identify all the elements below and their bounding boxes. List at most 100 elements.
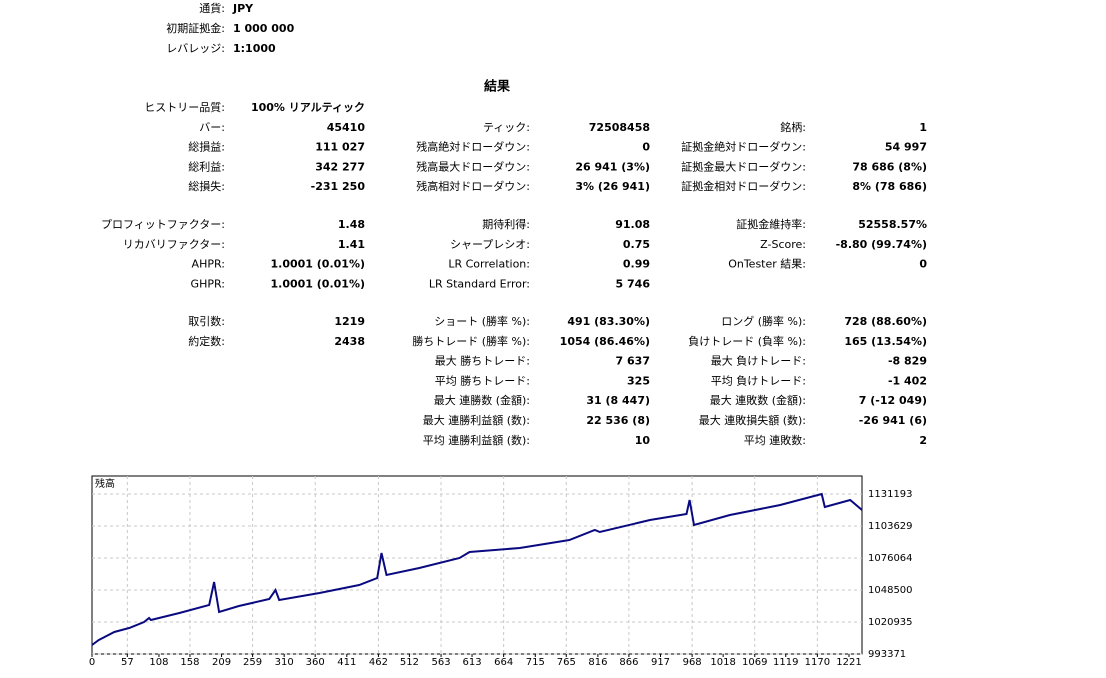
stat-label: シャープレシオ: — [450, 238, 530, 251]
stat-label: 証拠金絶対ドローダウン: — [681, 140, 806, 154]
stat-label: ティック: — [483, 121, 530, 134]
x-tick-label: 209 — [212, 657, 231, 668]
stat-value: 100% リアルティック — [251, 101, 365, 114]
stat-value: 1.0001 (0.01%) — [271, 277, 366, 290]
stat-label: OnTester 結果: — [728, 257, 806, 271]
x-tick-label: 108 — [149, 657, 168, 668]
x-tick-label: 1170 — [805, 657, 830, 668]
chart-title: 残高 — [95, 477, 115, 490]
stat-value: 0.75 — [623, 238, 650, 251]
stat-value: 54 997 — [885, 141, 927, 154]
results-title: 結果 — [484, 79, 510, 95]
x-tick-label: 1221 — [836, 657, 861, 668]
x-tick-label: 1069 — [742, 657, 767, 668]
chart-frame — [91, 475, 863, 655]
stat-value: 72508458 — [589, 121, 650, 134]
stat-value: 7 637 — [616, 355, 650, 368]
x-tick-label: 310 — [275, 657, 294, 668]
stat-value: 325 — [627, 374, 650, 387]
stat-value: 728 (88.60%) — [844, 315, 927, 328]
field-label: レバレッジ: — [166, 42, 225, 55]
x-tick-label: 866 — [619, 657, 638, 668]
stat-label: リカバリファクター: — [123, 238, 225, 251]
stat-value: 78 686 (8%) — [852, 160, 927, 173]
stat-label: 証拠金維持率: — [736, 217, 806, 231]
stat-value: 0 — [642, 141, 650, 154]
stat-label: 残高絶対ドローダウン: — [416, 140, 530, 154]
y-tick-label: 1131193 — [868, 489, 913, 500]
stat-label: 総損失: — [188, 179, 225, 193]
y-tick-label: 1103629 — [868, 521, 913, 532]
stat-label: 平均 連勝利益額 (数): — [423, 433, 530, 447]
x-tick-label: 1018 — [710, 657, 735, 668]
stat-label: 最大 連敗数 (金額): — [710, 393, 806, 407]
y-tick-label: 1076064 — [868, 553, 913, 564]
stat-label: 取引数: — [188, 314, 225, 328]
stat-value: -8 829 — [888, 355, 927, 368]
stat-value: 342 277 — [315, 160, 365, 173]
stat-label: 最大 勝ちトレード: — [435, 354, 530, 368]
stat-label: 勝ちトレード (勝率 %): — [412, 334, 530, 348]
stat-value: 1.48 — [338, 218, 365, 231]
x-tick-label: 968 — [683, 657, 702, 668]
field-value: 1 000 000 — [233, 22, 295, 35]
x-tick-label: 917 — [651, 657, 670, 668]
stat-value: 0.99 — [623, 258, 650, 271]
x-tick-label: 259 — [243, 657, 262, 668]
x-tick-label: 715 — [526, 657, 545, 668]
stat-value: 10 — [635, 434, 651, 447]
stat-label: プロフィットファクター: — [101, 218, 225, 231]
balance-line — [91, 492, 863, 646]
field-value: 1:1000 — [233, 42, 276, 55]
stat-value: 2 — [919, 434, 927, 447]
field-value: JPY — [232, 2, 254, 15]
stat-label: 総利益: — [188, 159, 225, 173]
stat-value: 1.41 — [338, 238, 365, 251]
stat-label: AHPR: — [192, 258, 225, 271]
stat-label: 銘柄: — [780, 120, 806, 134]
stat-label: 負けトレード (負率 %): — [688, 334, 806, 348]
stat-value: 45410 — [327, 121, 366, 134]
stat-value: 2438 — [334, 335, 365, 348]
stat-value: 1219 — [334, 315, 365, 328]
x-tick-label: 613 — [462, 657, 481, 668]
stat-value: -1 402 — [888, 374, 927, 387]
x-tick-label: 1119 — [773, 657, 798, 668]
stat-value: 1054 (86.46%) — [560, 335, 650, 348]
stat-label: 総損益: — [188, 140, 225, 154]
field-label: 初期証拠金: — [166, 21, 225, 35]
x-tick-label: 462 — [369, 657, 388, 668]
stat-label: LR Correlation: — [448, 258, 530, 271]
stat-value: 1 — [919, 121, 927, 134]
x-tick-label: 563 — [431, 657, 450, 668]
stat-label: バー: — [199, 121, 225, 134]
stat-value: 26 941 (3%) — [575, 160, 650, 173]
stat-label: 最大 連敗損失額 (数): — [699, 413, 806, 427]
stat-value: 8% (78 686) — [852, 180, 927, 193]
stat-label: 最大 負けトレード: — [711, 354, 806, 368]
stat-value: 1.0001 (0.01%) — [271, 258, 366, 271]
x-tick-label: 816 — [588, 657, 607, 668]
stat-value: 5 746 — [616, 277, 651, 290]
stat-label: 最大 連勝数 (金額): — [434, 393, 530, 407]
stat-label: 証拠金相対ドローダウン: — [681, 179, 806, 193]
stat-value: 0 — [919, 258, 927, 271]
stat-label: 残高最大ドローダウン: — [416, 159, 530, 173]
stat-value: -26 941 (6) — [859, 414, 927, 427]
stat-label: 期待利得: — [482, 217, 530, 231]
stat-value: 31 (8 447) — [586, 394, 650, 407]
x-tick-label: 360 — [306, 657, 325, 668]
stat-label: 平均 勝ちトレード: — [435, 373, 530, 387]
stat-label: 最大 連勝利益額 (数): — [423, 413, 530, 427]
stat-value: -231 250 — [311, 180, 366, 193]
x-tick-label: 765 — [557, 657, 576, 668]
stat-label: 平均 連敗数: — [744, 433, 806, 447]
y-tick-label: 993371 — [868, 649, 906, 660]
x-tick-label: 512 — [400, 657, 419, 668]
stat-value: 111 027 — [315, 141, 365, 154]
stat-value: 91.08 — [615, 218, 650, 231]
x-tick-label: 57 — [121, 657, 134, 668]
stat-label: LR Standard Error: — [429, 277, 530, 290]
